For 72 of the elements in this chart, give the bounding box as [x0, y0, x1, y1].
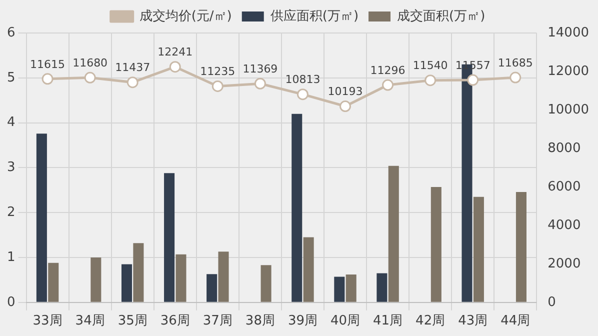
y-tick-label: 4 — [6, 115, 16, 130]
data-label: 11437 — [115, 61, 150, 74]
bar — [90, 258, 102, 302]
data-label: 11369 — [242, 62, 278, 76]
bar — [260, 265, 272, 302]
x-tick-label: 43周 — [458, 314, 488, 329]
bar — [164, 173, 175, 302]
data-label: 10193 — [328, 85, 363, 98]
point — [126, 76, 138, 88]
y-tick-label: 6 — [6, 25, 16, 40]
data-label: 11680 — [72, 56, 108, 70]
bar — [206, 274, 218, 302]
bar — [121, 264, 132, 302]
y2-tick-label: 10000 — [548, 102, 590, 118]
x-tick-label: 41周 — [373, 314, 403, 329]
point — [169, 61, 181, 73]
bar — [473, 196, 484, 302]
bar — [388, 166, 399, 302]
y-tick-label: 5 — [6, 70, 16, 86]
point — [84, 72, 96, 84]
bar — [36, 134, 47, 302]
bar — [346, 274, 356, 302]
legend-label: 供应面积(万㎡) — [270, 8, 359, 24]
legend-label: 成交均价(元/㎡) — [139, 8, 232, 24]
y-tick-label: 0 — [6, 294, 16, 310]
x-tick-label: 37周 — [202, 314, 232, 329]
x-tick-label: 34周 — [75, 314, 105, 329]
x-tick-label: 36周 — [160, 314, 190, 329]
y2-tick-label: 2000 — [548, 256, 581, 272]
data-label: 11296 — [370, 64, 406, 77]
x-tick-label: 40周 — [330, 314, 360, 329]
x-tick-label: 39周 — [288, 314, 318, 329]
data-label: 10813 — [285, 73, 320, 86]
point — [510, 72, 522, 84]
y2-tick-label: 12000 — [548, 64, 590, 79]
point — [340, 100, 352, 112]
data-label: 11615 — [30, 58, 66, 71]
point — [42, 73, 54, 85]
y2-tick-label: 14000 — [548, 25, 590, 40]
bar — [334, 276, 345, 302]
x-tick-label: 38周 — [245, 314, 275, 329]
bar — [176, 254, 186, 302]
bar — [48, 262, 59, 302]
point — [382, 79, 394, 91]
bar — [516, 192, 526, 302]
x-tick-label: 33周 — [32, 314, 62, 329]
y2-tick-label: 0 — [548, 294, 556, 310]
x-tick-label: 44周 — [500, 314, 530, 329]
point — [212, 80, 224, 92]
x-tick-label: 42周 — [416, 314, 446, 329]
point — [467, 74, 479, 86]
bar — [303, 237, 314, 302]
y2-tick-label: 8000 — [548, 140, 581, 156]
bar — [133, 243, 144, 302]
point — [296, 88, 308, 100]
bar — [430, 187, 442, 302]
y-tick-label: 1 — [6, 250, 16, 265]
y2-tick-label: 4000 — [548, 218, 581, 233]
data-label: 11235 — [200, 65, 236, 78]
y2-tick-label: 6000 — [548, 179, 581, 194]
legend-label: 成交面积(万㎡) — [397, 8, 486, 24]
bar — [376, 273, 388, 302]
bar — [218, 252, 229, 302]
x-tick-label: 35周 — [118, 314, 148, 329]
y-tick-label: 2 — [6, 204, 16, 220]
data-label: 11540 — [412, 59, 448, 72]
point — [254, 78, 266, 90]
bar — [292, 114, 302, 302]
data-label: 11685 — [498, 56, 533, 70]
y-tick-label: 3 — [6, 160, 16, 176]
point — [424, 74, 436, 86]
data-label: 12241 — [158, 46, 193, 59]
